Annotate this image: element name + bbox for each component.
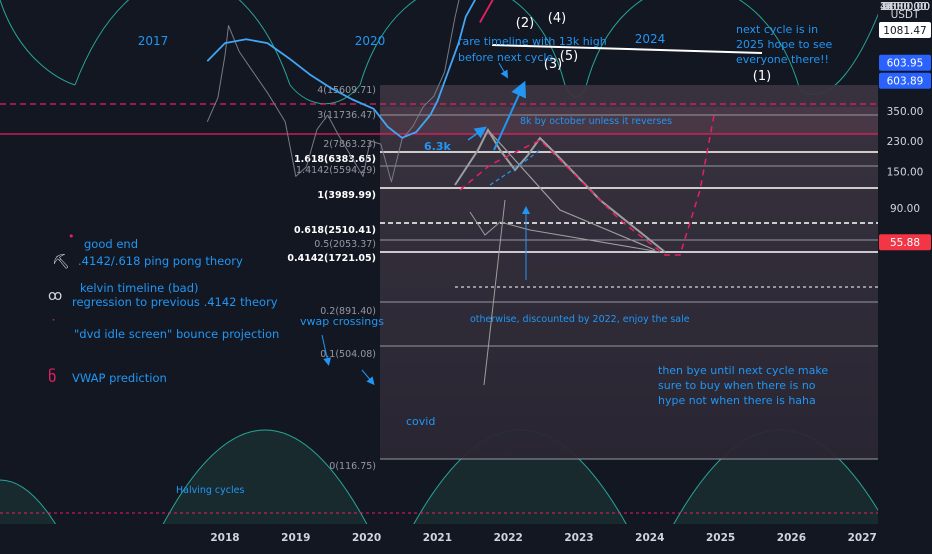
legend-regression: regression to previous .4142 theory (72, 295, 278, 309)
y-tick-7: 350.00 (887, 106, 924, 118)
y-tick-1: 28000.00 (880, 1, 930, 13)
y-tick-8: 230.00 (887, 136, 924, 148)
wave-label-1: (1) (753, 69, 771, 84)
y-tick-2: 18000.00 (880, 1, 930, 13)
annotation-bye-1: then bye until next cycle make (658, 364, 828, 377)
y-axis-ticks: USDT 44000.0028000.0018000.0011000.00600… (880, 1, 930, 215)
legend: • good end ⛏ .4142/.618 ping pong theory… (48, 230, 279, 386)
legend-kelvin: kelvin timeline (bad) (80, 281, 198, 295)
wave-label-4: (4) (548, 11, 566, 26)
fib-zone-red (380, 107, 878, 134)
fib-label-01: 0.1(504.08) (320, 349, 376, 360)
wave-label-5: (5) (560, 49, 578, 64)
series-line-vwap (206, 0, 477, 139)
y-tick-0: 44000.00 (880, 1, 930, 13)
price-tag-bg-7 (879, 234, 931, 251)
wave-label-3: (3) (544, 57, 562, 72)
annotation-vwap-crossings: vwap crossings (300, 315, 384, 328)
x-tick-2025: 2025 (706, 532, 735, 544)
fib-label-1: 1(3989.99) (317, 190, 376, 201)
annotations: rare timeline with 13k high before next … (176, 23, 832, 496)
y-tick-3: 11000.00 (880, 1, 930, 13)
fib-label-0618: 0.618(2510.41) (294, 225, 376, 236)
price-tag-5: 603.95 (887, 58, 924, 70)
x-axis-ticks: 2018 2019 2020 2021 2022 2023 2024 2025 2026 2027 (210, 532, 876, 544)
price-tags: 11578.058010.093917.3307:27:412537.22108… (879, 22, 931, 251)
wave-label-2: (2) (516, 16, 534, 31)
x-tick-2021: 2021 (423, 532, 452, 544)
price-tag-6: 603.89 (887, 76, 924, 88)
y-axis-panel (878, 0, 932, 550)
y-tick-6: 1550.00 (883, 1, 926, 13)
y-axis-currency: USDT (891, 9, 920, 21)
y-tick-5: 2500.00 (883, 1, 926, 13)
annotation-otherwise: otherwise, discounted by 2022, enjoy the… (470, 314, 690, 325)
x-tick-2019: 2019 (281, 532, 310, 544)
price-tag-bg-4 (879, 22, 931, 38)
top-year-labels: 2017 2020 2024 (138, 32, 666, 48)
projection-lines (321, 44, 763, 386)
fib-label-4: 4(15609.71) (317, 85, 376, 96)
legend-marker-vwap-pred: ნ (48, 367, 56, 386)
series-layer (206, 0, 494, 183)
x-tick-2023: 2023 (564, 532, 593, 544)
price-tag-bg-5 (879, 54, 931, 71)
legend-ping-pong: .4142/.618 ping pong theory (78, 254, 243, 268)
annotation-rare-timeline: rare timeline with 13k high (458, 35, 607, 48)
x-tick-2024: 2024 (635, 532, 664, 544)
legend-vwap-pred: VWAP prediction (72, 371, 167, 385)
legend-marker-ping-pong: ⛏ (52, 254, 70, 270)
legend-dvd: "dvd idle screen" bounce projection (74, 327, 279, 341)
annotation-next-cycle-1: next cycle is in (736, 23, 818, 36)
fib-box (380, 85, 878, 459)
y-tick-4: 6000.00 (883, 1, 926, 13)
legend-marker-dvd: ˙ (50, 318, 57, 334)
annotation-next-cycle-3: everyone there!! (736, 53, 829, 66)
y-tick-9: 150.00 (887, 167, 924, 179)
x-tick-2026: 2026 (777, 532, 806, 544)
fib-label-2: 2(7863.23) (323, 139, 376, 150)
x-tick-2027: 2027 (848, 532, 877, 544)
annotation-bye-2: sure to buy when there is no (658, 379, 816, 392)
fib-label-0: 0(116.75) (329, 461, 376, 472)
legend-marker-kelvin: ꝏ (48, 288, 62, 304)
annotation-6-3k: 6.3k (424, 140, 451, 153)
x-tick-2018: 2018 (210, 532, 239, 544)
price-tag-4: 1081.47 (883, 25, 926, 37)
x-tick-2022: 2022 (494, 532, 523, 544)
x-tick-2020: 2020 (352, 532, 381, 544)
annotation-bye-3: hype not when there is haha (658, 394, 816, 407)
annotation-before-cycle: before next cycle (458, 51, 553, 64)
fib-label-05: 0.5(2053.37) (314, 239, 376, 250)
fib-label-3: 3(11736.47) (317, 110, 376, 121)
top-year-2020: 2020 (355, 34, 386, 48)
top-year-2017: 2017 (138, 34, 169, 48)
fib-labels: 4(15609.71) 3(11736.47) 2(7863.23) 1.618… (287, 85, 376, 472)
y-tick-10: 90.00 (890, 203, 920, 215)
fib-label-14142: 1.4142(5594.29) (296, 165, 376, 176)
x-axis-panel (0, 524, 878, 550)
fib-label-02: 0.2(891.40) (320, 306, 376, 317)
wave-labels: (2) (4) (3) (5) (1) (516, 11, 771, 84)
annotation-8k: 8k by october unless it reverses (520, 116, 672, 127)
price-tag-bg-6 (879, 72, 931, 89)
series-line-price (206, 0, 460, 183)
price-tag-7: 55.88 (890, 237, 920, 249)
fib-label-04142: 0.4142(1721.05) (287, 253, 376, 264)
top-year-2024: 2024 (635, 32, 666, 46)
annotation-next-cycle-2: 2025 hope to see (736, 38, 832, 51)
legend-good-end: good end (84, 237, 138, 251)
legend-marker-good-end: • (68, 230, 75, 243)
annotation-halving: Halving cycles (176, 485, 244, 496)
fib-label-1618: 1.618(6383.65) (294, 154, 376, 165)
annotation-covid: covid (406, 415, 435, 428)
